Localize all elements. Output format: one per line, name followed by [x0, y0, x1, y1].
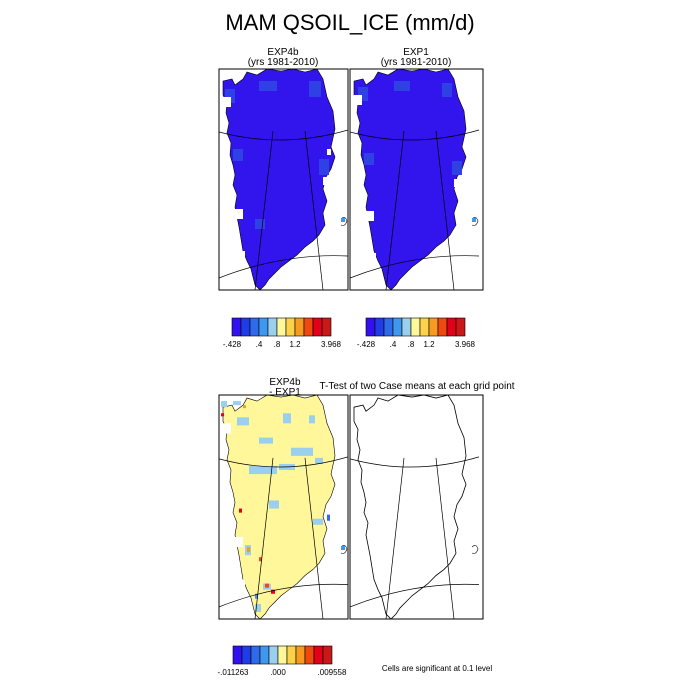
exp1-edge-cells [358, 81, 462, 175]
colorbar-swatch [276, 317, 287, 337]
panel-ttest-title: T-Test of two Case means at each grid po… [319, 381, 515, 392]
colorbar-tick-label: .4 [390, 340, 397, 349]
colorbar-swatch [286, 645, 297, 665]
colorbar-swatch [321, 317, 332, 337]
colorbar-swatch [437, 317, 448, 337]
colorbar-swatch [268, 645, 279, 665]
panel-exp4b-frame [218, 68, 349, 291]
colorbar-tick-label: 1.2 [289, 340, 301, 349]
panel-ttest-frame [349, 394, 484, 620]
colorbar-exp4b: -.428 .4 .8 1.2 3.968 [223, 317, 342, 349]
colorbar-tick-label: 3.968 [455, 340, 476, 349]
colorbar-swatch [295, 645, 306, 665]
colorbar-swatch [259, 645, 270, 665]
colorbar-swatch [250, 645, 261, 665]
coast-island-icon [340, 545, 348, 554]
footnote: Cells are significant at 0.1 level [381, 664, 493, 673]
diff-white-gaps [223, 423, 245, 588]
colorbar-swatch [322, 645, 333, 665]
panel-exp1-title-line2: (yrs 1981-2010) [380, 57, 452, 68]
panel-exp4b-title-line1: EXP4b [267, 47, 299, 58]
panel-exp4b-map [218, 68, 349, 291]
colorbar-swatch [410, 317, 421, 337]
colorbar-swatch [419, 317, 430, 337]
colorbar-swatch [312, 317, 323, 337]
colorbar-swatch [232, 645, 243, 665]
diff-red-cells [221, 405, 330, 599]
figure-title: MAM QSOIL_ICE (mm/d) [225, 10, 475, 35]
panel-exp1-map [349, 68, 484, 291]
colorbar-tick-label: .4 [256, 340, 263, 349]
colorbar-swatch [303, 317, 314, 337]
colorbar-swatch [258, 317, 269, 337]
panel-diff-map [218, 394, 349, 620]
colorbar-swatch [231, 317, 242, 337]
colorbar-tick-label: .009558 [318, 668, 347, 677]
colorbar-swatch [313, 645, 324, 665]
coast-island-icon [340, 217, 348, 226]
colorbar-swatch [249, 317, 260, 337]
colorbar-swatch [401, 317, 412, 337]
colorbar-swatch [392, 317, 403, 337]
panel-exp4b-title-line2: (yrs 1981-2010) [247, 57, 319, 68]
colorbar-tick-label: .000 [270, 668, 286, 677]
panel-diff-title-line1: EXP4b [269, 377, 301, 388]
colorbar-swatch [294, 317, 305, 337]
coast-island-icon [471, 545, 479, 554]
colorbar-tick-label: 1.2 [423, 340, 435, 349]
panel-diff-frame [218, 394, 349, 620]
colorbar-tick-label: -.011263 [218, 668, 250, 677]
colorbar-tick-label: .8 [274, 340, 281, 349]
exp4b-white-gaps [223, 97, 331, 259]
exp1-white-gaps [354, 95, 460, 261]
panel-diff-title-line2: - EXP1 [269, 387, 301, 398]
exp4b-edge-cells [225, 81, 329, 229]
panel-exp1-title-line1: EXP1 [403, 47, 429, 58]
colorbar-swatch [446, 317, 457, 337]
colorbar-swatch [428, 317, 439, 337]
colorbar-swatch [240, 317, 251, 337]
colorbar-tick-label: .8 [408, 340, 415, 349]
colorbar-swatch [365, 317, 376, 337]
coast-island-icon [471, 217, 479, 226]
colorbar-tick-label: 3.968 [321, 340, 342, 349]
panel-diff-title: EXP4b - EXP1 [250, 378, 320, 398]
colorbar-swatch [304, 645, 315, 665]
colorbar-swatch [383, 317, 394, 337]
colorbar-tick-label: -.428 [357, 340, 376, 349]
colorbar-swatch [267, 317, 278, 337]
colorbar-diff: -.011263 .000 .009558 [218, 645, 347, 677]
panel-ttest-map [349, 394, 484, 620]
colorbar-exp1: -.428 .4 .8 1.2 3.968 [357, 317, 476, 349]
panel-exp1-title: EXP1 (yrs 1981-2010) [368, 48, 464, 68]
panel-exp1-frame [349, 68, 484, 291]
colorbar-swatch [241, 645, 252, 665]
colorbar-swatch [455, 317, 466, 337]
colorbar-swatch [374, 317, 385, 337]
colorbar-tick-label: -.428 [223, 340, 242, 349]
colorbar-swatch [285, 317, 296, 337]
colorbar-swatch [277, 645, 288, 665]
panel-exp4b-title: EXP4b (yrs 1981-2010) [235, 48, 331, 68]
